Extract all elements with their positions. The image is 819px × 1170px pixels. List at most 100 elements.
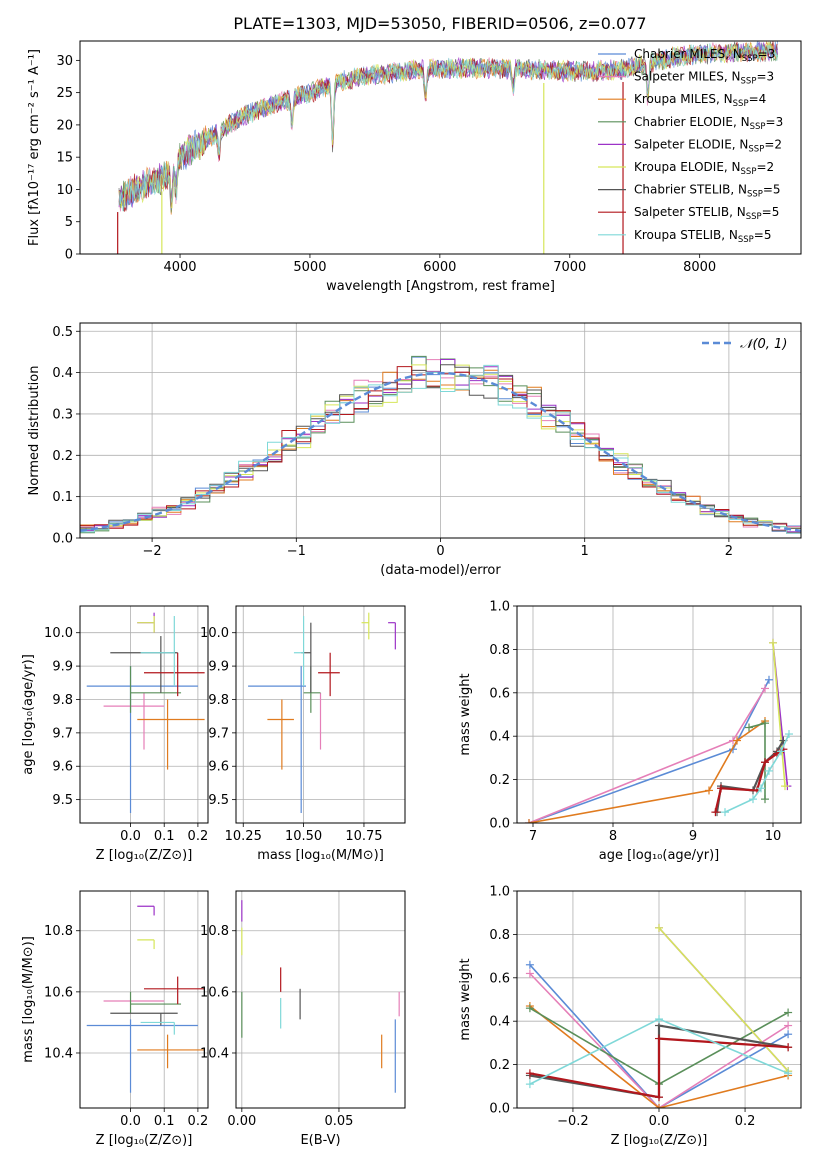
errorbar-point: [137, 1034, 205, 1069]
errorbar-point: [140, 616, 175, 687]
y-tick-label: 9.7: [208, 726, 229, 741]
y-tick-label: 0.0: [489, 1102, 510, 1117]
x-tick-label: 0.1: [154, 1114, 175, 1129]
x-tick-label: 5000: [293, 260, 326, 275]
x-axis-label: Z [log₁₀(Z/Z⊙)]: [96, 1133, 193, 1148]
x-tick-label: 10.75: [345, 829, 382, 844]
x-tick-label: 0.0: [120, 829, 141, 844]
y-tick-label: 0.6: [489, 971, 510, 986]
x-tick-label: 4000: [163, 260, 196, 275]
y-tick-label: 0.2: [52, 449, 73, 464]
errorbar-point: [86, 1019, 198, 1093]
axes-mass-vs-Z: 0.0 0.1 0.2 10.4 10.6 10.8 Z [log₁₀(Z/Z⊙)] mass…: [21, 890, 209, 1148]
plot-area-age-vs-Z: [86, 612, 205, 813]
axis-ticks-mass-weight-vs-Z: −0.2 0.0 0.2 0.0 0.2 0.4 0.6 0.8 1.0: [489, 885, 755, 1130]
legend-entry: Chabrier MILES, NSSP=3: [634, 47, 775, 64]
errorbar-point: [129, 666, 182, 713]
y-tick-label: 30: [56, 54, 73, 69]
y-tick-label: 9.6: [52, 760, 73, 775]
axes-mass-vs-ebv: 0.00 0.05 10.4 10.6 10.8 E(B-V): [200, 890, 406, 1148]
y-tick-label: 0.8: [489, 928, 510, 943]
x-tick-label: 0.2: [188, 1114, 209, 1129]
axes-frame: [516, 890, 802, 1109]
y-tick-label: 1.0: [489, 600, 510, 615]
plot-area-residuals: [80, 355, 801, 534]
axis-ticks-spectrum: 4000 5000 6000 7000 8000 0 5 10 15 20 25 30: [56, 54, 716, 275]
y-tick-label: 10.4: [44, 1046, 73, 1061]
gaussian-curve: [80, 371, 801, 532]
y-axis-label: Normed distribution: [27, 366, 42, 496]
x-tick-label: 0.0: [120, 1114, 141, 1129]
axes-frame: [235, 890, 406, 1109]
x-tick-label: 7: [529, 829, 537, 844]
x-axis-label: mass [log₁₀(M/M⊙)]: [257, 848, 384, 863]
legend-entry: Kroupa STELIB, NSSP=5: [634, 228, 772, 245]
y-tick-label: 0.3: [52, 407, 73, 422]
axis-ticks-mass-weight-vs-age: 7 8 9 10 0.0 0.2 0.4 0.6 0.8 1.0: [489, 600, 781, 845]
y-tick-label: 0.0: [489, 817, 510, 832]
axis-ticks-mass-vs-ebv: 0.00 0.05 10.4 10.6 10.8: [200, 924, 353, 1129]
plot-area-mass-weight-vs-Z: [525, 923, 793, 1108]
y-tick-label: 10.8: [44, 924, 73, 939]
axes-frame: [516, 605, 802, 824]
axes-mass-weight-vs-Z: −0.2 0.0 0.2 0.0 0.2 0.4 0.6 0.8 1.0 Z [log₁₀(Z/Z…: [458, 885, 802, 1148]
errorbar-point: [248, 666, 307, 813]
x-tick-label: 6000: [423, 260, 456, 275]
x-axis-label: Z [log₁₀(Z/Z⊙)]: [611, 1133, 708, 1148]
y-tick-label: 9.8: [52, 693, 73, 708]
axes-frame: [79, 40, 802, 255]
weight-line: [724, 733, 790, 813]
x-tick-label: 0.05: [324, 1114, 353, 1129]
y-tick-label: 0.4: [52, 366, 73, 381]
y-axis-label: Flux [fλ10⁻¹⁷ erg cm⁻² s⁻¹ A⁻¹]: [27, 49, 42, 246]
errorbar-point: [137, 616, 155, 633]
x-tick-label: 10.50: [285, 829, 322, 844]
axes-frame: [235, 605, 406, 824]
axes-age-vs-mass: 10.25 10.50 10.75 9.5 9.6 9.7 9.8 9.9 10.0 mass […: [200, 605, 406, 863]
axis-ticks-age-vs-mass: 10.25 10.50 10.75 9.5 9.6 9.7 9.8 9.9 10.0: [200, 626, 383, 844]
errorbar-point: [144, 976, 205, 1005]
plot-area-mass-vs-Z: [86, 905, 205, 1093]
y-tick-label: 9.9: [208, 660, 229, 675]
errorbar-point: [361, 612, 370, 640]
weight-line: [529, 964, 789, 1108]
weight-line: [529, 972, 789, 1108]
y-tick-label: 25: [56, 86, 73, 101]
errorbar-point: [301, 622, 312, 693]
errorbar-point: [137, 699, 205, 770]
errorbar-point: [303, 666, 321, 713]
y-tick-label: 9.5: [208, 793, 229, 808]
x-axis-label: wavelength [Angstrom, rest frame]: [326, 279, 555, 294]
plot-area-age-vs-mass: [248, 612, 396, 813]
x-tick-label: 8000: [683, 260, 716, 275]
plot-area-spectrum: [117, 41, 778, 254]
y-tick-label: 0.4: [489, 1015, 510, 1030]
errorbar-point: [86, 666, 198, 813]
y-tick-label: 0.6: [489, 686, 510, 701]
y-tick-label: 15: [56, 151, 73, 166]
axes-spectrum: 4000 5000 6000 7000 8000 0 5 10 15 20 25 30 waveleng…: [27, 40, 802, 294]
errorbar-point: [140, 1021, 175, 1035]
x-tick-label: −1: [287, 544, 306, 559]
errorbar-point: [318, 652, 340, 697]
x-tick-label: 10.25: [225, 829, 262, 844]
errorbar-point: [137, 905, 155, 916]
errorbar-point: [129, 991, 182, 1014]
legend-entry: Salpeter ELODIE, NSSP=2: [634, 137, 782, 154]
legend-entry: Salpeter MILES, NSSP=3: [634, 70, 774, 87]
y-tick-label: 9.9: [52, 660, 73, 675]
errorbar-point: [388, 622, 396, 650]
plot-area-mass-weight-vs-age: [525, 638, 793, 823]
y-tick-label: 10.6: [44, 985, 73, 1000]
errorbar-point: [103, 692, 165, 750]
x-tick-label: 8: [609, 829, 617, 844]
y-tick-label: 1.0: [489, 885, 510, 900]
y-axis-label: age [log₁₀(age/yr)]: [21, 654, 36, 775]
x-axis-label: age [log₁₀(age/yr)]: [599, 848, 720, 863]
axis-ticks-age-vs-Z: 0.0 0.1 0.2 9.5 9.6 9.7 9.8 9.9 10.0: [44, 626, 208, 844]
x-axis-label: Z [log₁₀(Z/Z⊙)]: [96, 848, 193, 863]
x-axis-label: E(B-V): [300, 1133, 340, 1148]
x-tick-label: 7000: [553, 260, 586, 275]
y-tick-label: 0.2: [489, 1058, 510, 1073]
